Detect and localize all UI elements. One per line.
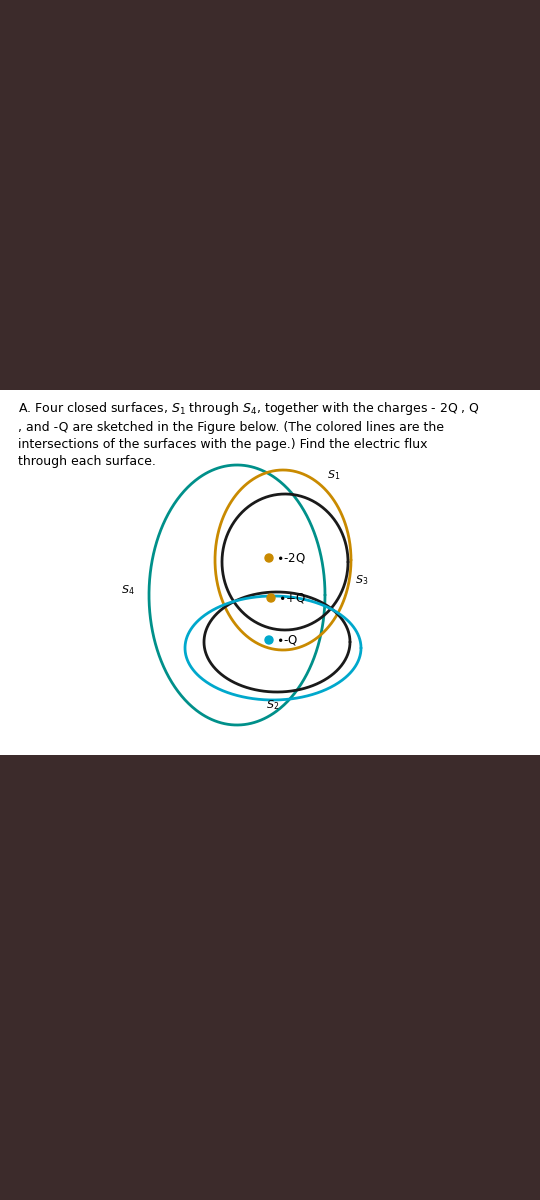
Circle shape — [265, 636, 273, 644]
Text: $S_1$: $S_1$ — [327, 468, 340, 482]
Text: $S_4$: $S_4$ — [122, 583, 135, 596]
Circle shape — [267, 594, 275, 602]
Text: $\bullet$-2Q: $\bullet$-2Q — [276, 551, 306, 565]
FancyBboxPatch shape — [0, 390, 540, 755]
Text: $\bullet$+Q: $\bullet$+Q — [278, 590, 306, 605]
Text: $S_2$: $S_2$ — [266, 698, 280, 712]
Circle shape — [265, 554, 273, 562]
Text: A. Four closed surfaces, $S_1$ through $S_4$, together with the charges - 2Q , Q: A. Four closed surfaces, $S_1$ through $… — [18, 400, 480, 468]
Text: $\bullet$-Q: $\bullet$-Q — [276, 634, 298, 647]
Text: $S_3$: $S_3$ — [355, 574, 368, 587]
